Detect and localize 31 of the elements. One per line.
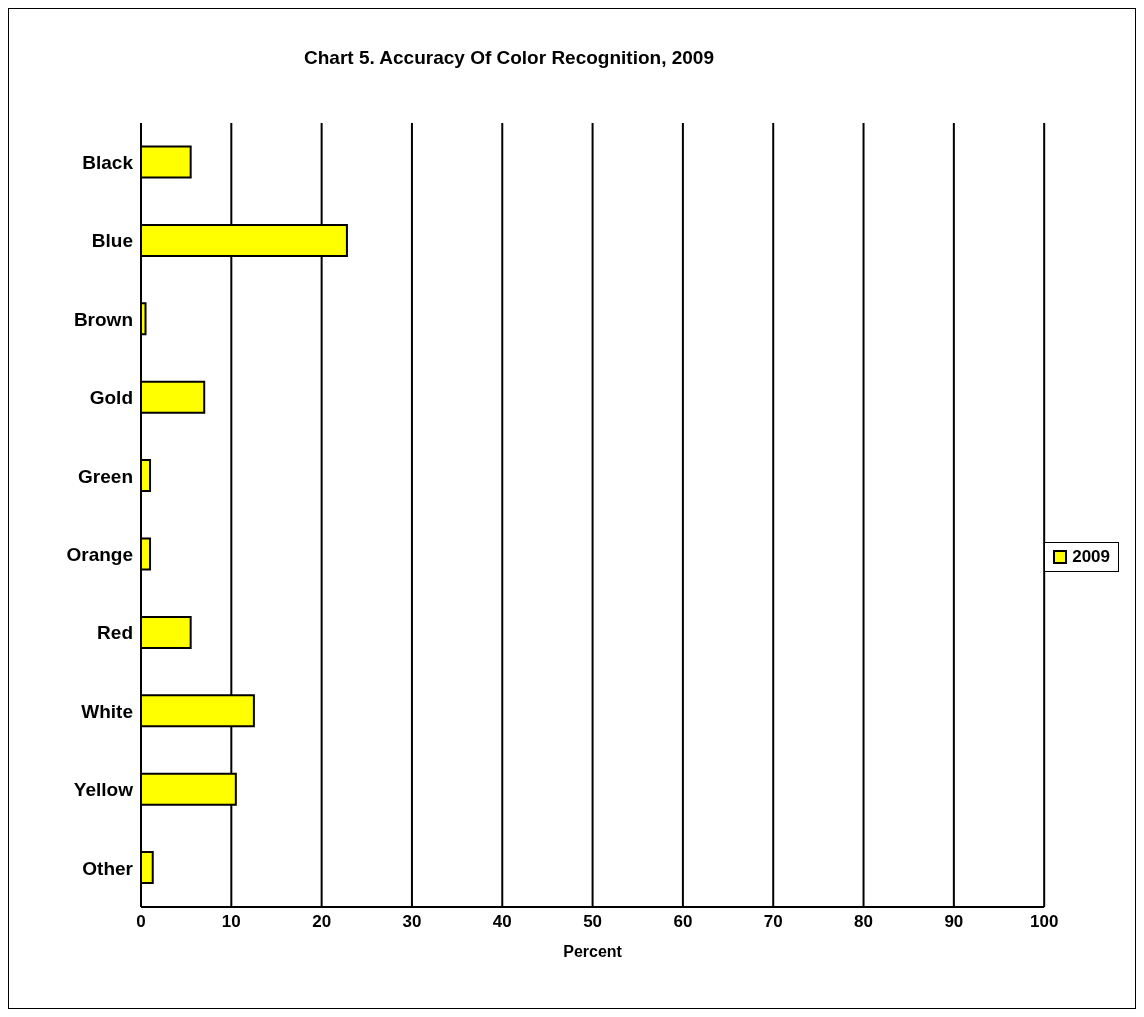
x-tick-label: 50 <box>583 912 603 932</box>
y-tick-label: Red <box>97 622 133 644</box>
x-tick-label: 70 <box>763 912 783 932</box>
y-tick-label: Blue <box>91 230 133 252</box>
legend-label: 2009 <box>1071 547 1110 567</box>
chart-title: Chart 5. Accuracy Of Color Recognition, 2009 <box>303 47 715 69</box>
x-tick-label: 30 <box>402 912 422 932</box>
x-tick-label: 40 <box>492 912 512 932</box>
y-tick-label: Gold <box>89 387 133 409</box>
y-tick-label: Other <box>82 857 134 879</box>
y-tick-label: Brown <box>73 308 133 330</box>
bar <box>141 851 154 885</box>
x-axis-title: Percent <box>563 943 623 960</box>
bar <box>141 459 152 493</box>
y-tick-label: Black <box>82 151 134 173</box>
x-tick-label: 80 <box>854 912 873 932</box>
x-tick-label: 20 <box>312 912 332 932</box>
bar <box>141 145 192 179</box>
y-tick-label: Orange <box>66 543 133 565</box>
bar <box>141 615 192 649</box>
x-tick-label: 10 <box>221 912 241 932</box>
y-tick-label: White <box>81 700 133 722</box>
y-tick-label: Yellow <box>73 779 134 801</box>
bar <box>141 380 206 414</box>
x-tick-label: 100 <box>1029 912 1059 932</box>
bar <box>141 537 152 571</box>
x-tick-label: 90 <box>944 912 964 932</box>
x-tick-label: 60 <box>673 912 693 932</box>
bar <box>141 302 147 336</box>
y-tick-label: Green <box>78 465 133 487</box>
x-tick-label: 0 <box>136 912 146 932</box>
